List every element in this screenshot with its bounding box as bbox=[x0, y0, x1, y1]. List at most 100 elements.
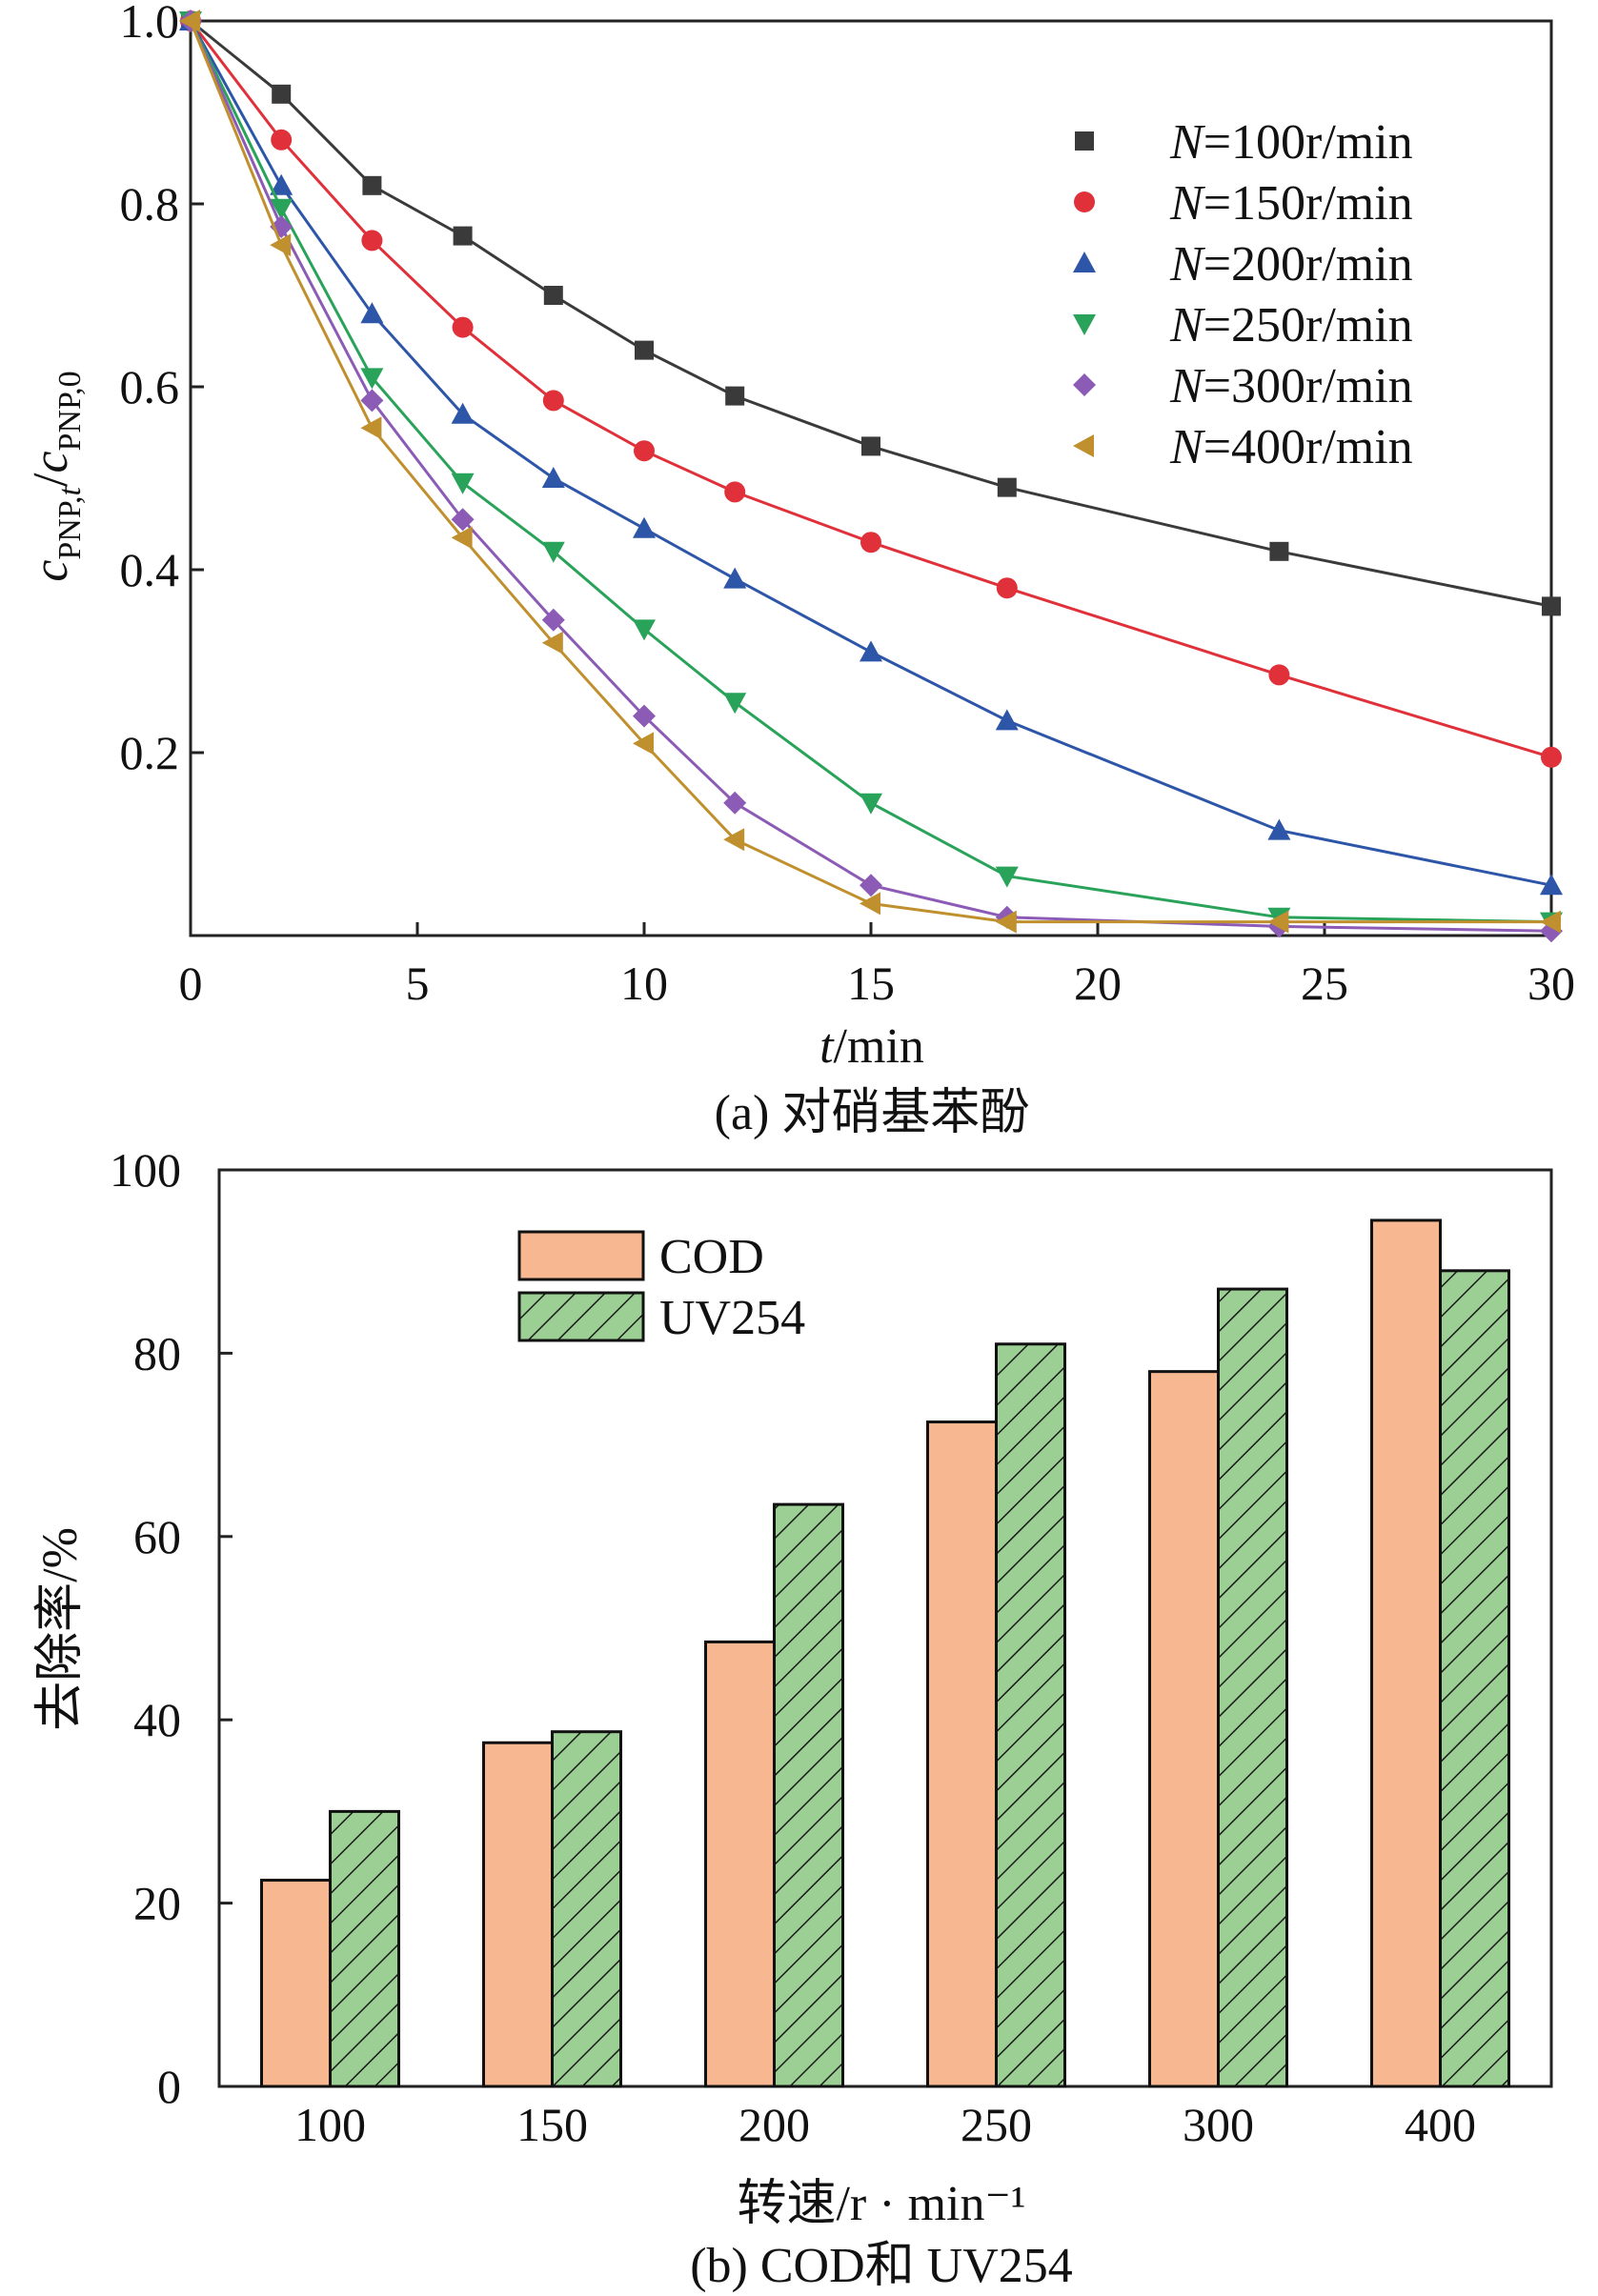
line-chart-data-point bbox=[724, 481, 746, 503]
line-chart-data-point bbox=[860, 640, 882, 662]
line-chart-y-tick-label: 0.2 bbox=[120, 726, 180, 779]
bar-chart-y-tick-label: 80 bbox=[133, 1326, 181, 1380]
bar-cod bbox=[260, 1879, 332, 2088]
bar-chart-x-tick-label: 200 bbox=[738, 2098, 810, 2151]
bar-chart-y-tick-label: 20 bbox=[133, 1877, 181, 1930]
line-chart-data-point bbox=[451, 402, 475, 424]
line-chart-data-point bbox=[723, 567, 747, 589]
line-chart-data-point bbox=[635, 340, 654, 360]
line-chart-legend: N=100r/min N=150r/min N=200r/min N=250r/min… bbox=[1073, 115, 1413, 474]
bar-cod bbox=[704, 1640, 776, 2088]
line-chart-data-point bbox=[1269, 541, 1289, 561]
line-chart-data-point bbox=[723, 693, 747, 715]
line-chart-data-point bbox=[861, 436, 880, 456]
line-chart-x-tick-label: 0 bbox=[179, 957, 203, 1010]
line-chart-data-point bbox=[633, 516, 656, 538]
bar-chart-legend-swatch bbox=[517, 1230, 645, 1281]
bar-chart-legend: COD UV254 bbox=[517, 1230, 805, 1345]
line-chart-y-tick-label: 1.0 bbox=[120, 0, 180, 48]
line-chart-data-point bbox=[271, 129, 293, 151]
line-chart-y-tick-label: 0.8 bbox=[120, 177, 180, 231]
line-chart-y-tick-label: 0.4 bbox=[120, 543, 180, 596]
line-chart-data-point bbox=[362, 175, 382, 195]
line-chart-legend-marker bbox=[1073, 314, 1096, 335]
line-chart-legend-label: N=250r/min bbox=[1169, 298, 1413, 352]
line-chart-data-point bbox=[1542, 596, 1561, 616]
line-chart-data-point bbox=[361, 230, 383, 252]
line-chart-data-point bbox=[541, 608, 565, 632]
line-chart-data-point bbox=[360, 389, 384, 413]
line-chart-data-point bbox=[723, 791, 747, 815]
line-chart-x-tick-label: 5 bbox=[406, 957, 430, 1010]
line-chart-data-point bbox=[634, 440, 655, 462]
line-chart-data-point bbox=[1540, 874, 1563, 896]
line-chart-x-axis-title: t/min bbox=[819, 1019, 924, 1074]
bar-uv254 bbox=[329, 1809, 400, 2088]
line-chart-data-point bbox=[860, 793, 882, 815]
line-chart-x-tick-label: 10 bbox=[620, 957, 668, 1010]
bar-chart-x-tick-label: 400 bbox=[1405, 2098, 1476, 2151]
line-chart-data-point bbox=[1541, 746, 1562, 768]
line-chart-data-point bbox=[542, 390, 564, 412]
line-chart-data-point bbox=[1268, 664, 1290, 686]
bar-chart-legend-swatch bbox=[517, 1291, 645, 1342]
bar-chart-caption: (b) COD和 UV254 bbox=[690, 2239, 1073, 2293]
bar-uv254 bbox=[1217, 1287, 1288, 2088]
bar-cod bbox=[482, 1741, 554, 2088]
bar-chart-x-tick-label: 250 bbox=[961, 2098, 1032, 2151]
line-chart-x-tick-label: 30 bbox=[1527, 957, 1575, 1010]
bar-chart-y-axis-title: 去除率/% bbox=[33, 1527, 88, 1731]
line-chart-legend-marker bbox=[1074, 191, 1095, 212]
bar-uv254 bbox=[1439, 1269, 1510, 2088]
line-chart-axis-ticks: 0 5 10 15 20 25 30 0.2 0.4 0.6 0.8 1.0 bbox=[120, 0, 1576, 1010]
bar-chart-y-tick-label: 0 bbox=[157, 2060, 181, 2113]
line-chart-data-point bbox=[270, 173, 293, 195]
bar-chart-plot-frame bbox=[217, 1168, 1553, 2088]
bar-chart-y-tick-label: 60 bbox=[133, 1510, 181, 1563]
line-chart-legend-label: N=200r/min bbox=[1169, 237, 1413, 292]
line-chart-data-point bbox=[451, 473, 475, 494]
line-chart-data-point bbox=[995, 910, 1017, 934]
line-chart-data-point bbox=[270, 233, 292, 257]
line-chart-series-group bbox=[179, 10, 1563, 943]
line-chart-legend-marker bbox=[1073, 373, 1096, 396]
bar-chart-axis-ticks: 0 20 40 60 80 100 100 150 200 250 300 400 bbox=[110, 1143, 1476, 2151]
line-chart-legend-marker bbox=[1075, 131, 1094, 151]
line-chart-data-point bbox=[860, 532, 881, 554]
line-chart-caption: (a) 对硝基苯酚 bbox=[715, 1086, 1030, 1140]
bar-cod bbox=[1148, 1370, 1220, 2088]
bar-chart-y-tick-label: 100 bbox=[110, 1143, 181, 1197]
line-chart-data-point bbox=[541, 467, 565, 488]
line-chart-legend-label: N=100r/min bbox=[1169, 115, 1413, 170]
line-chart-legend-marker bbox=[1073, 434, 1094, 457]
line-chart-x-tick-label: 25 bbox=[1301, 957, 1348, 1010]
line-chart-data-point bbox=[633, 704, 656, 728]
line-chart-data-point bbox=[541, 541, 565, 563]
line-chart-data-point bbox=[360, 368, 384, 390]
line-chart-data-point bbox=[725, 386, 745, 406]
line-chart-data-point bbox=[179, 10, 200, 32]
line-chart-data-point bbox=[543, 286, 563, 305]
bar-uv254 bbox=[551, 1730, 622, 2088]
bar-chart-bars-group bbox=[260, 1218, 1510, 2088]
line-chart-data-point bbox=[360, 302, 384, 324]
bar-chart-x-tick-label: 300 bbox=[1183, 2098, 1254, 2151]
line-chart-data-point bbox=[1267, 818, 1291, 840]
bar-cod bbox=[1370, 1218, 1442, 2088]
line-chart-legend-label: N=400r/min bbox=[1169, 420, 1413, 474]
line-chart-data-point bbox=[633, 619, 656, 641]
bar-chart-x-tick-label: 150 bbox=[516, 2098, 588, 2151]
line-chart-legend-marker bbox=[1073, 252, 1096, 272]
line-chart-data-point bbox=[270, 198, 293, 220]
line-chart-x-tick-label: 20 bbox=[1074, 957, 1122, 1010]
bar-chart-x-axis-title: 转速/r · min⁻¹ bbox=[737, 2177, 1025, 2231]
line-chart-data-point bbox=[995, 866, 1019, 888]
line-chart-data-point bbox=[452, 316, 474, 338]
line-chart-legend-label: N=150r/min bbox=[1169, 176, 1413, 231]
bar-chart-x-tick-label: 100 bbox=[294, 2098, 366, 2151]
line-chart-data-point bbox=[453, 226, 473, 246]
line-chart-data-point bbox=[860, 874, 882, 897]
line-chart-data-point bbox=[451, 508, 475, 532]
